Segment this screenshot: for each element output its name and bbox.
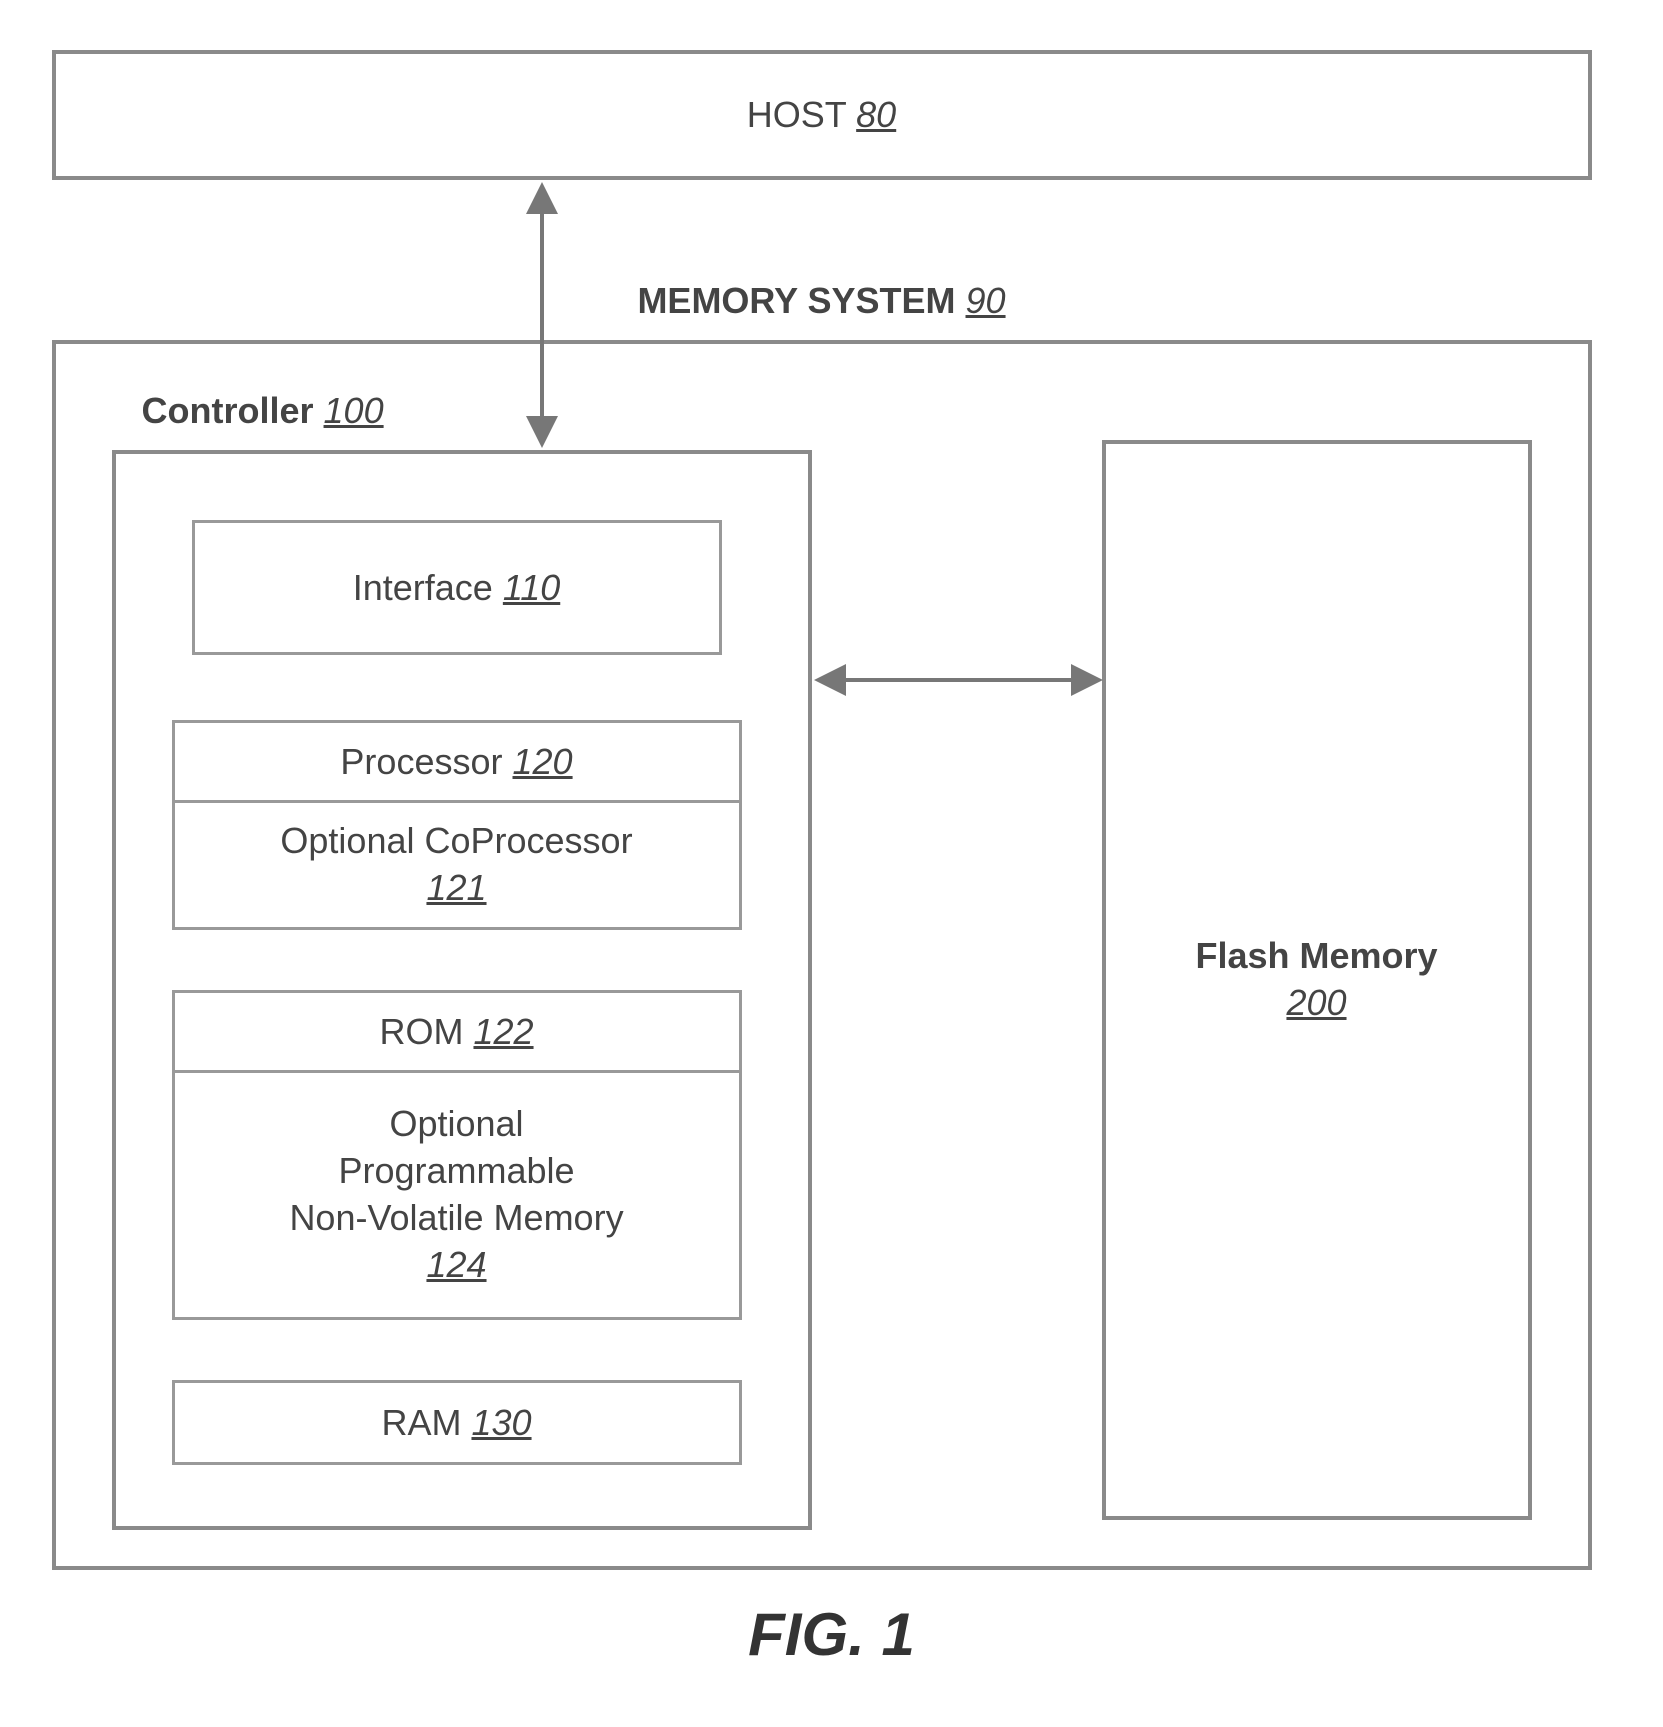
ram-label-text: RAM bbox=[381, 1402, 461, 1443]
rom-ref: 122 bbox=[473, 1011, 533, 1052]
optional-nv-box: Optional Programmable Non-Volatile Memor… bbox=[172, 1070, 742, 1320]
controller-title: Controller 100 bbox=[142, 390, 384, 432]
interface-label: Interface 110 bbox=[353, 567, 561, 609]
rom-label-text: ROM bbox=[379, 1011, 463, 1052]
flash-label: Flash Memory 200 bbox=[1195, 933, 1437, 1027]
coprocessor-label: Optional CoProcessor 121 bbox=[280, 818, 632, 912]
optional-nv-line2: Programmable bbox=[338, 1150, 574, 1191]
flash-ref: 200 bbox=[1286, 982, 1346, 1023]
memory-system-label-text: MEMORY SYSTEM bbox=[637, 280, 955, 321]
controller-ref: 100 bbox=[324, 390, 384, 431]
diagram-container: HOST 80 MEMORY SYSTEM 90 Controller 100 … bbox=[42, 40, 1622, 1680]
host-box: HOST 80 bbox=[52, 50, 1592, 180]
memory-system-title: MEMORY SYSTEM 90 bbox=[42, 280, 1602, 322]
host-label: HOST 80 bbox=[747, 94, 896, 136]
optional-nv-line3: Non-Volatile Memory bbox=[289, 1197, 623, 1238]
processor-ref: 120 bbox=[513, 741, 573, 782]
optional-nv-ref: 124 bbox=[426, 1244, 486, 1285]
flash-memory-box: Flash Memory 200 bbox=[1102, 440, 1532, 1520]
coprocessor-label-text: Optional CoProcessor bbox=[280, 820, 632, 861]
memory-system-ref: 90 bbox=[966, 280, 1006, 321]
controller-label-text: Controller bbox=[142, 390, 314, 431]
processor-label-text: Processor bbox=[340, 741, 502, 782]
host-label-text: HOST bbox=[747, 94, 846, 135]
coprocessor-ref: 121 bbox=[426, 867, 486, 908]
interface-box: Interface 110 bbox=[192, 520, 722, 655]
rom-label: ROM 122 bbox=[379, 1011, 533, 1053]
processor-box: Processor 120 bbox=[172, 720, 742, 800]
processor-label: Processor 120 bbox=[340, 741, 572, 783]
interface-label-text: Interface bbox=[353, 567, 493, 608]
controller-title-inner: Controller 100 bbox=[142, 390, 384, 431]
figure-caption: FIG. 1 bbox=[42, 1600, 1622, 1669]
memory-system-title-inner: MEMORY SYSTEM 90 bbox=[637, 280, 1005, 321]
host-ref: 80 bbox=[856, 94, 896, 135]
rom-box: ROM 122 bbox=[172, 990, 742, 1070]
optional-nv-label: Optional Programmable Non-Volatile Memor… bbox=[289, 1101, 623, 1288]
flash-label-text: Flash Memory bbox=[1195, 935, 1437, 976]
ram-ref: 130 bbox=[471, 1402, 531, 1443]
coprocessor-box: Optional CoProcessor 121 bbox=[172, 800, 742, 930]
ram-label: RAM 130 bbox=[381, 1402, 531, 1444]
optional-nv-line1: Optional bbox=[389, 1103, 523, 1144]
ram-box: RAM 130 bbox=[172, 1380, 742, 1465]
interface-ref: 110 bbox=[503, 567, 560, 608]
